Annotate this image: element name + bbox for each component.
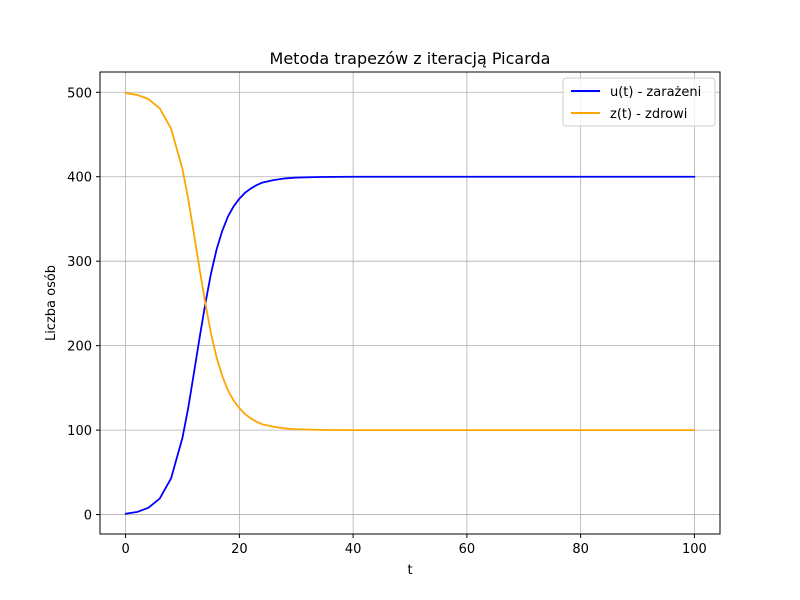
- x-tick-label: 100: [682, 542, 707, 557]
- y-tick-label: 300: [67, 255, 92, 270]
- ticks: 0 20 40 60 80 100 0 100 200 300 400 500: [67, 86, 707, 557]
- x-tick-label: 60: [459, 542, 476, 557]
- series-line-u: [124, 175, 696, 515]
- x-axis-label: t: [407, 563, 412, 578]
- x-tick-label: 40: [345, 542, 362, 557]
- x-tick-label: 80: [572, 542, 589, 557]
- legend: u(t) - zarażeni z(t) - zdrowi: [562, 77, 716, 127]
- y-tick-label: 0: [84, 509, 92, 524]
- x-tick-label: 20: [231, 542, 248, 557]
- y-tick-label: 400: [67, 171, 92, 186]
- y-tick-label: 500: [67, 86, 92, 101]
- legend-label-z: z(t) - zdrowi: [610, 107, 687, 122]
- y-tick-label: 100: [67, 424, 92, 439]
- plot-frame: [99, 71, 721, 535]
- y-tick-label: 200: [67, 340, 92, 355]
- series-line-z: [124, 92, 696, 432]
- x-tick-label: 0: [121, 542, 129, 557]
- series-layer: [124, 92, 696, 515]
- legend-label-u: u(t) - zarażeni: [610, 85, 701, 100]
- legend-box: [562, 77, 716, 127]
- y-axis-label: Liczba osób: [44, 265, 59, 341]
- chart-title: Metoda trapezów z iteracją Picarda: [270, 49, 551, 68]
